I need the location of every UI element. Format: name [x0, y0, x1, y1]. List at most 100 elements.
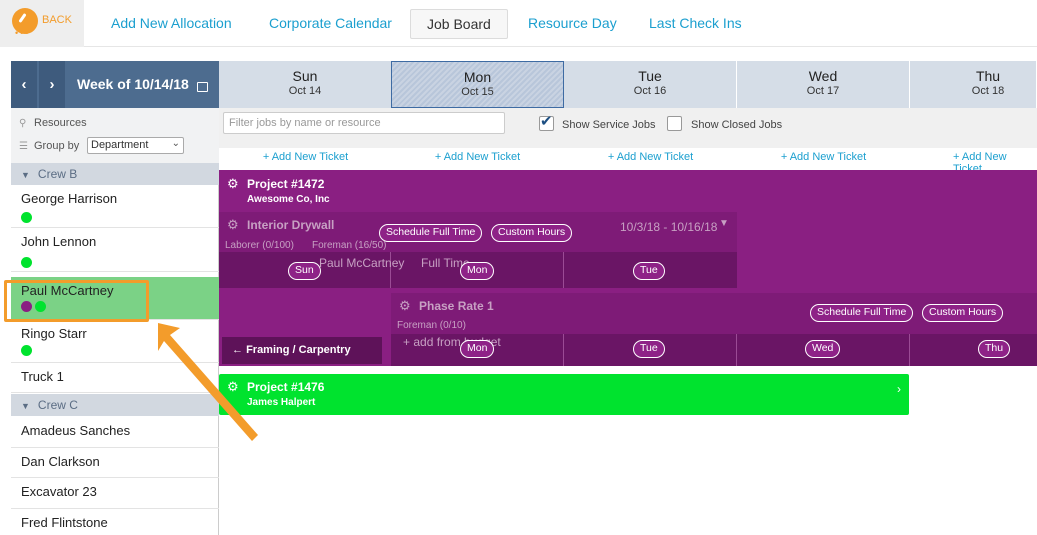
day-pill-tue[interactable]: Tue — [633, 262, 665, 280]
day-cell[interactable] — [391, 334, 564, 366]
show-closed-jobs-label: Show Closed Jobs — [691, 119, 783, 131]
day-name: Tue — [638, 68, 662, 84]
resource-row-selected[interactable]: Paul McCartney — [11, 277, 219, 320]
day-name: Thu — [975, 68, 1001, 84]
day-header-mon: Mon Oct 15 — [391, 61, 564, 108]
day-header-thu: Thu Oct 18 — [910, 61, 1037, 108]
day-date: Oct 14 — [288, 85, 322, 97]
schedule-full-time-button[interactable]: Schedule Full Time — [810, 304, 914, 322]
day-header-wed: Wed Oct 17 — [737, 61, 910, 108]
day-pill-tue[interactable]: Tue — [633, 340, 665, 358]
project-client: James Halpert — [247, 397, 316, 408]
caret-down-icon: ▼ — [21, 401, 30, 411]
chevron-left-icon: ‹ — [21, 76, 27, 93]
day-date: Oct 16 — [633, 85, 667, 97]
add-ticket-link-sun[interactable]: + Add New Ticket — [262, 151, 349, 163]
group-by-row: ☰ Group by — [19, 140, 79, 152]
resource-row[interactable]: Excavator 23 — [11, 478, 219, 509]
annotation-arrow-icon — [158, 323, 258, 441]
project-client: Awesome Co, Inc — [247, 194, 330, 205]
day-cell[interactable] — [737, 334, 910, 366]
resource-row[interactable]: George Harrison — [11, 185, 219, 228]
nav-last-check-ins[interactable]: Last Check Ins — [649, 15, 742, 31]
status-dot — [21, 301, 32, 312]
show-closed-jobs-checkbox[interactable] — [667, 116, 682, 131]
nav-job-board[interactable]: Job Board — [410, 9, 508, 39]
group-by-label: Group by — [34, 140, 80, 152]
gear-icon[interactable]: ⚙ — [227, 176, 239, 191]
project-card-1476[interactable]: ⚙ Project #1476 James Halpert › — [219, 374, 909, 415]
resource-row[interactable]: Fred Flintstone — [11, 509, 219, 535]
prev-week-button[interactable]: ‹ — [11, 61, 37, 108]
board-toolbar: Filter jobs by name or resource Show Ser… — [219, 108, 1037, 148]
next-week-button[interactable]: › — [39, 61, 65, 108]
resources-search[interactable]: ⚲ Resources — [19, 117, 87, 129]
back-label: BACK — [42, 14, 72, 26]
resource-row[interactable]: Amadeus Sanches — [11, 417, 219, 448]
resource-row[interactable]: Truck 1 — [11, 363, 219, 393]
resource-name: Paul McCartney — [21, 283, 114, 298]
phase-name: Phase Rate 1 — [419, 299, 494, 313]
show-service-jobs-checkbox[interactable] — [539, 112, 554, 131]
status-dot — [21, 345, 32, 356]
day-date: Oct 17 — [806, 85, 840, 97]
arrow-left-icon: ← — [232, 344, 247, 356]
resource-row[interactable]: John Lennon — [11, 228, 219, 272]
group-by-select[interactable]: Department ⌄ — [87, 137, 184, 154]
day-pill-wed[interactable]: Wed — [805, 340, 841, 358]
role-count: Laborer (0/100) — [225, 240, 294, 251]
day-header-sun: Sun Oct 14 — [219, 61, 392, 108]
phase-rate-1: ⚙ Phase Rate 1 Schedule Full Time Custom… — [391, 293, 1037, 366]
nav-resource-day[interactable]: Resource Day — [528, 15, 617, 31]
day-pill-sun[interactable]: Sun — [288, 262, 321, 280]
nav-corporate-calendar[interactable]: Corporate Calendar — [269, 15, 392, 31]
group-header-crew-c[interactable]: ▼ Crew C — [11, 394, 219, 416]
resource-name: Excavator 23 — [21, 484, 97, 499]
resource-name: Ringo Starr — [21, 326, 87, 341]
role-count: Foreman (16/50) — [312, 240, 387, 251]
resource-sidebar: ‹ › Week of 10/14/18 ⚲ Resources ☰ Group b… — [11, 61, 219, 535]
status-dot — [21, 257, 32, 268]
day-pill-mon[interactable]: Mon — [460, 262, 495, 280]
add-ticket-link-mon[interactable]: + Add New Ticket — [434, 151, 521, 163]
gear-icon[interactable]: ⚙ — [227, 217, 239, 232]
logo-dots: ••• — [15, 28, 31, 38]
gear-icon[interactable]: ⚙ — [227, 379, 239, 394]
add-ticket-link-wed[interactable]: + Add New Ticket — [780, 151, 867, 163]
add-ticket-link-tue[interactable]: + Add New Ticket — [607, 151, 694, 163]
show-service-jobs-label: Show Service Jobs — [562, 119, 656, 131]
caret-down-icon[interactable]: ▼ — [719, 218, 729, 229]
resource-row[interactable]: Ringo Starr — [11, 320, 219, 363]
day-cell[interactable] — [391, 252, 564, 288]
search-icon: ⚲ — [19, 118, 27, 129]
back-button[interactable]: ••• BACK — [0, 0, 84, 47]
role-count: Foreman (0/10) — [397, 320, 466, 331]
day-cell[interactable] — [910, 334, 1037, 366]
chevron-right-icon[interactable]: › — [897, 382, 901, 396]
resource-filters: ⚲ Resources ☰ Group by Department ⌄ — [11, 108, 219, 163]
day-cell[interactable] — [219, 252, 391, 288]
project-card-1472[interactable]: ⚙ Project #1472 Awesome Co, Inc ⚙ Interi… — [219, 170, 1037, 366]
nav-add-new-allocation[interactable]: Add New Allocation — [111, 15, 232, 31]
group-header-crew-b[interactable]: ▼ Crew B — [11, 163, 219, 185]
day-pill-mon[interactable]: Mon — [460, 340, 495, 358]
framing-carpentry-tag[interactable]: ← Framing / Carpentry — [222, 337, 382, 364]
resource-name: John Lennon — [21, 234, 97, 249]
chevron-right-icon: › — [49, 76, 55, 93]
day-date: Oct 18 — [971, 85, 1005, 97]
custom-hours-button[interactable]: Custom Hours — [922, 304, 1004, 322]
phase-date-range: 10/3/18 - 10/16/18 — [620, 220, 718, 234]
ghost-assignment-type: Full Time — [421, 256, 470, 270]
schedule-full-time-button[interactable]: Schedule Full Time — [379, 224, 483, 242]
calendar-icon[interactable] — [197, 82, 208, 92]
day-name: Mon — [463, 69, 492, 85]
day-cell[interactable] — [564, 334, 737, 366]
gauge-logo-icon — [12, 8, 38, 34]
gear-icon[interactable]: ⚙ — [399, 298, 411, 313]
filter-jobs-input[interactable]: Filter jobs by name or resource — [223, 112, 505, 134]
day-name: Sun — [292, 68, 318, 84]
resource-row[interactable]: Dan Clarkson — [11, 448, 219, 478]
custom-hours-button[interactable]: Custom Hours — [491, 224, 573, 242]
resource-name: George Harrison — [21, 191, 118, 206]
day-pill-thu[interactable]: Thu — [978, 340, 1011, 358]
